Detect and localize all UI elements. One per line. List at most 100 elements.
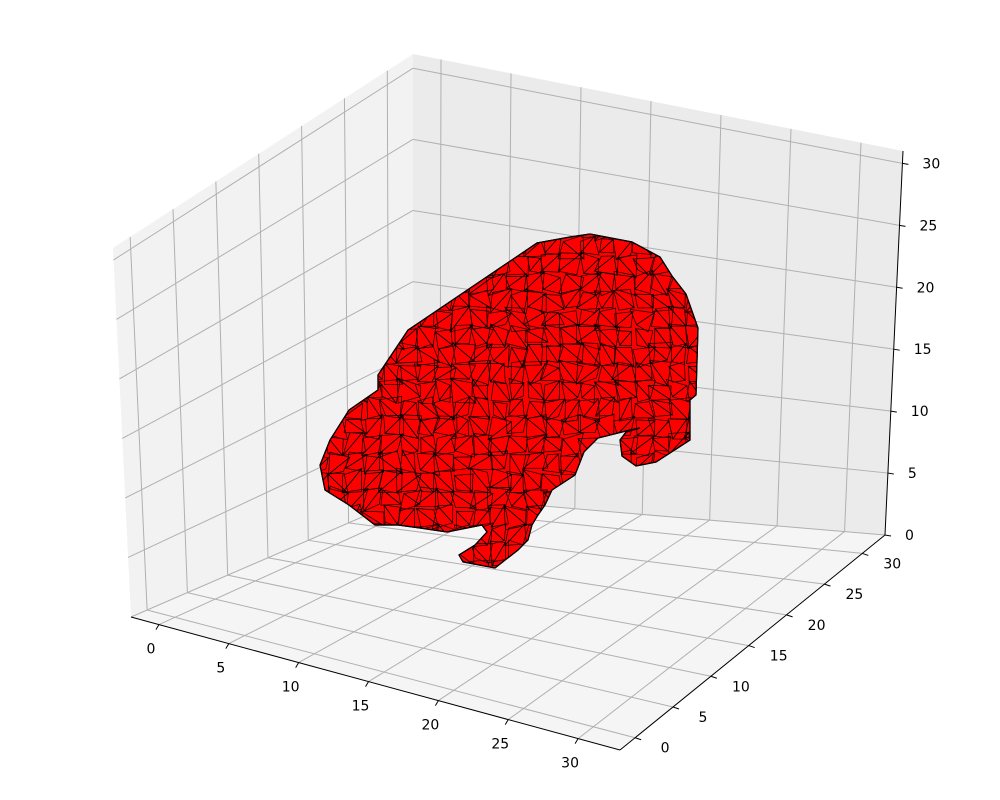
mesh-triangle bbox=[490, 379, 512, 403]
mesh-triangle bbox=[594, 234, 615, 242]
x-tick-label: 0 bbox=[146, 642, 155, 658]
mesh-triangle bbox=[432, 415, 457, 438]
mesh-triangle bbox=[469, 467, 492, 494]
mesh-triangle bbox=[505, 294, 525, 314]
mesh-outline bbox=[319, 233, 699, 569]
x-tick-label: 15 bbox=[352, 699, 370, 715]
mesh-triangle bbox=[598, 238, 615, 254]
y-tick-label: 10 bbox=[732, 679, 750, 695]
z-tick-label: 5 bbox=[908, 466, 917, 482]
y-axis-line bbox=[619, 534, 886, 751]
mesh-triangle bbox=[527, 380, 546, 401]
mesh-triangle bbox=[431, 505, 454, 530]
mesh-triangle bbox=[436, 348, 452, 368]
mesh-triangle bbox=[416, 507, 439, 530]
mesh-triangle bbox=[576, 365, 600, 385]
x-grid-line bbox=[577, 531, 845, 739]
mesh-triangle bbox=[581, 384, 596, 404]
mesh-triangle bbox=[490, 503, 509, 528]
mesh-triangle bbox=[505, 435, 527, 455]
mesh-triangle bbox=[558, 359, 577, 384]
mesh-triangle bbox=[377, 470, 403, 493]
mesh-triangle bbox=[469, 397, 491, 420]
mesh-triangle bbox=[507, 346, 524, 368]
z-tick-label: 25 bbox=[920, 218, 938, 234]
x-grid-line bbox=[438, 519, 710, 702]
x-grid-line bbox=[507, 525, 778, 721]
y-grid-line bbox=[215, 181, 229, 576]
z-grid-line bbox=[122, 281, 414, 439]
mesh-triangle bbox=[326, 472, 350, 494]
mesh-triangle bbox=[417, 348, 441, 366]
mesh-triangle bbox=[557, 252, 583, 276]
z-grid-line bbox=[412, 138, 900, 226]
mesh-triangle bbox=[511, 381, 525, 401]
x-grid-line bbox=[709, 114, 722, 521]
mesh-triangle bbox=[398, 402, 419, 420]
y-grid-line bbox=[187, 592, 674, 708]
mesh-triangle bbox=[414, 473, 435, 493]
mesh-triangle bbox=[557, 241, 585, 260]
mesh-triangle bbox=[668, 365, 686, 383]
mesh-triangle bbox=[413, 488, 440, 507]
mesh-triangle bbox=[538, 367, 565, 382]
mesh-triangle bbox=[636, 420, 656, 436]
mesh-triangle bbox=[667, 323, 691, 349]
mesh-triangle bbox=[594, 396, 616, 417]
mesh-triangle bbox=[522, 343, 543, 366]
x-tick-mark bbox=[365, 681, 369, 687]
mesh-triangle bbox=[633, 402, 656, 419]
y-grid-line bbox=[267, 557, 749, 647]
mesh-triangle bbox=[558, 343, 584, 363]
mesh-triangle bbox=[619, 330, 632, 346]
mesh-triangle bbox=[542, 379, 561, 404]
mesh-triangle bbox=[416, 364, 440, 383]
mesh-triangle bbox=[648, 384, 672, 401]
x-grid-line bbox=[368, 514, 643, 683]
mesh-triangle bbox=[601, 291, 614, 309]
mesh-triangle bbox=[508, 398, 525, 419]
y-grid-line bbox=[308, 539, 787, 616]
mesh-triangle bbox=[671, 385, 691, 403]
mesh-triangle bbox=[529, 257, 545, 274]
mesh-triangle bbox=[522, 311, 547, 330]
mesh-triangle bbox=[529, 361, 549, 386]
mesh-triangle bbox=[360, 434, 382, 459]
mesh-triangle bbox=[647, 342, 668, 365]
mesh-triangle bbox=[614, 310, 634, 328]
mesh-triangle bbox=[469, 559, 494, 568]
mesh-triangle bbox=[540, 324, 561, 348]
mesh-triangle bbox=[541, 453, 560, 473]
mesh-triangle bbox=[611, 364, 637, 383]
mesh-triangle bbox=[432, 312, 453, 332]
mesh-triangle bbox=[525, 417, 548, 438]
mesh-triangle bbox=[469, 324, 487, 347]
mesh-triangle bbox=[379, 399, 402, 419]
mesh-triangle bbox=[453, 474, 474, 492]
x-tick-mark bbox=[504, 719, 509, 725]
y-grid-line bbox=[129, 236, 148, 611]
mesh-triangle bbox=[395, 473, 422, 493]
z-tick-mark bbox=[902, 162, 909, 165]
mesh-triangle bbox=[575, 291, 601, 314]
mesh-triangle bbox=[671, 342, 687, 365]
mesh-triangle bbox=[363, 486, 382, 512]
mesh-triangle bbox=[505, 273, 529, 293]
x-tick-label: 25 bbox=[491, 737, 509, 753]
mesh-triangle bbox=[399, 433, 419, 457]
x-grid-line bbox=[844, 142, 862, 532]
mesh-triangle bbox=[467, 343, 493, 364]
mesh-triangle bbox=[635, 312, 655, 333]
mesh-triangle bbox=[564, 399, 580, 423]
z-tick-mark bbox=[884, 534, 892, 537]
z-axis-line bbox=[884, 150, 904, 536]
mesh-triangle bbox=[487, 558, 510, 568]
mesh-triangle bbox=[546, 344, 559, 363]
mesh-triangle bbox=[380, 489, 402, 506]
x-tick-mark bbox=[434, 700, 439, 706]
mesh-triangle bbox=[580, 235, 600, 256]
mesh-triangle bbox=[653, 327, 671, 349]
mesh-triangle bbox=[523, 270, 545, 294]
mesh-triangle bbox=[433, 471, 455, 494]
